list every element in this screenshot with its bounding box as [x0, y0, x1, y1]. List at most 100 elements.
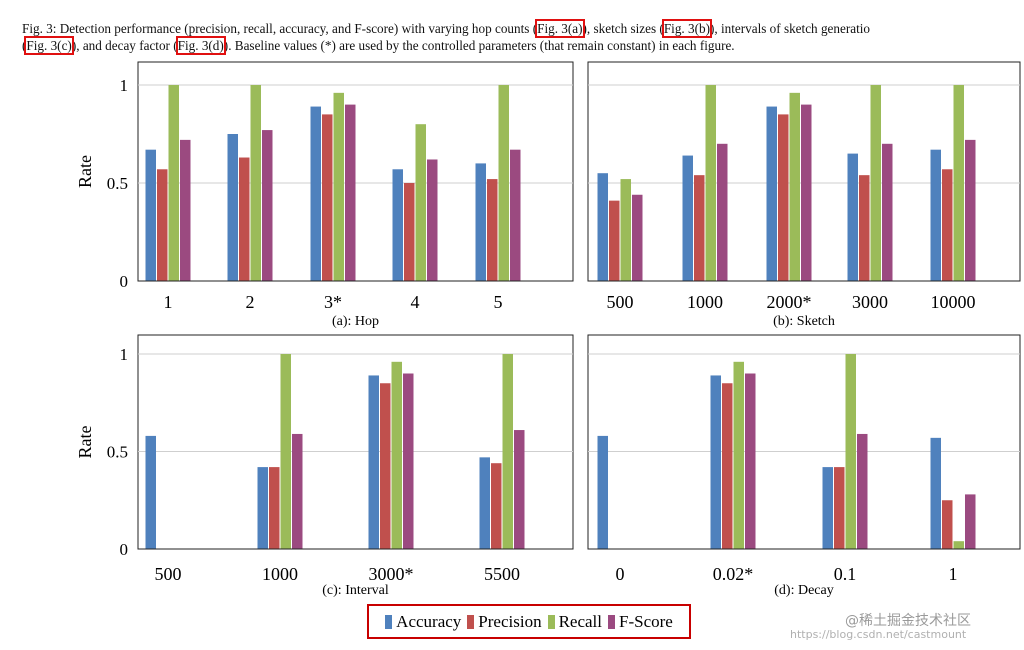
- x-tick-label: 1: [949, 564, 958, 584]
- bar-fscore: [262, 130, 273, 281]
- bar-precision: [491, 463, 502, 549]
- x-tick-label: 1000: [262, 564, 298, 584]
- y-tick-label: 0.5: [107, 443, 128, 462]
- bar-fscore: [510, 149, 521, 281]
- bar-fscore: [882, 143, 893, 281]
- bar-precision: [778, 114, 789, 282]
- bar-fscore: [745, 373, 756, 549]
- caption-text: ), sketch sizes (: [582, 21, 664, 36]
- legend-swatch: [385, 614, 393, 629]
- figure-ref-3c[interactable]: Fig. 3(c): [24, 36, 74, 55]
- x-tick-label: 0: [616, 564, 625, 584]
- bar-recall: [502, 354, 513, 549]
- x-tick-label: 3000: [852, 292, 888, 312]
- bar-accuracy: [822, 467, 833, 549]
- bar-fscore: [632, 194, 643, 281]
- bar-accuracy: [766, 106, 777, 281]
- subplot-title: (d): Decay: [774, 583, 833, 598]
- bar-precision: [157, 169, 168, 281]
- bar-accuracy: [145, 149, 156, 281]
- bar-accuracy: [930, 437, 941, 549]
- bar-accuracy: [847, 153, 858, 281]
- legend-label: Recall: [558, 611, 602, 631]
- bar-accuracy: [368, 375, 379, 549]
- y-axis-label: Rate: [75, 155, 95, 188]
- bar-fscore: [965, 494, 976, 549]
- bar-recall: [733, 361, 744, 549]
- bar-accuracy: [145, 435, 156, 549]
- bar-precision: [834, 467, 845, 549]
- figure-ref-3d[interactable]: Fig. 3(d): [175, 36, 226, 55]
- bar-recall: [415, 124, 426, 281]
- bar-precision: [942, 500, 953, 549]
- bar-accuracy: [597, 435, 608, 549]
- bar-precision: [609, 200, 620, 281]
- caption-text: (: [22, 38, 27, 53]
- bar-accuracy: [392, 169, 403, 281]
- bar-recall: [870, 85, 881, 281]
- bar-fscore: [292, 433, 303, 549]
- x-tick-label: 5: [494, 292, 503, 312]
- bar-fscore: [965, 139, 976, 281]
- bar-precision: [269, 467, 280, 549]
- x-tick-label: 3*: [324, 292, 342, 312]
- bar-recall: [953, 541, 964, 549]
- bar-accuracy: [479, 457, 490, 549]
- x-tick-label: 2: [246, 292, 255, 312]
- caption-text: ). Baseline values (*) are used by the c…: [223, 38, 735, 53]
- bar-fscore: [857, 433, 868, 549]
- figure-caption: Fig. 3: Detection performance (precision…: [22, 19, 1024, 55]
- bar-accuracy: [597, 173, 608, 281]
- bar-recall: [953, 85, 964, 281]
- y-tick-label: 0.5: [107, 174, 128, 193]
- bar-fscore: [717, 143, 728, 281]
- subplot-title: (c): Interval: [322, 583, 389, 598]
- bar-recall: [789, 92, 800, 281]
- bar-accuracy: [475, 163, 486, 281]
- bar-recall: [845, 354, 856, 549]
- bar-recall: [620, 179, 631, 281]
- caption-text: ), and decay factor (: [71, 38, 178, 53]
- bar-precision: [722, 383, 733, 549]
- y-axis-label: Rate: [75, 426, 95, 459]
- y-tick-label: 1: [120, 345, 129, 364]
- caption-text: ), intervals of sketch generatio: [709, 21, 871, 36]
- bar-recall: [498, 85, 509, 281]
- chart-legend: Accuracy Precision Recall F-Score: [367, 604, 691, 639]
- legend-label: F-Score: [619, 611, 673, 631]
- bar-precision: [942, 169, 953, 281]
- bar-fscore: [427, 159, 438, 281]
- x-tick-label: 500: [155, 564, 182, 584]
- subplot-title: (b): Sketch: [773, 314, 835, 329]
- bar-recall: [391, 361, 402, 549]
- subplot-title: (a): Hop: [332, 314, 379, 329]
- x-tick-label: 0.02*: [713, 564, 754, 584]
- x-tick-label: 4: [411, 292, 420, 312]
- figure-ref-3b[interactable]: Fig. 3(b): [661, 19, 712, 38]
- bar-accuracy: [227, 134, 238, 281]
- bar-precision: [322, 114, 333, 282]
- x-tick-label: 500: [607, 292, 634, 312]
- bar-precision: [487, 179, 498, 281]
- bar-recall: [250, 85, 261, 281]
- bar-fscore: [180, 139, 191, 281]
- figure-ref-3a[interactable]: Fig. 3(a): [535, 19, 585, 38]
- bar-accuracy: [930, 149, 941, 281]
- bar-recall: [168, 85, 179, 281]
- bar-fscore: [801, 104, 812, 281]
- x-tick-label: 1: [164, 292, 173, 312]
- legend-swatch: [608, 614, 615, 629]
- bar-accuracy: [257, 467, 268, 549]
- legend-item-recall: Recall: [547, 611, 602, 632]
- legend-swatch: [467, 614, 475, 629]
- bar-precision: [380, 383, 391, 549]
- bar-recall: [280, 354, 291, 549]
- y-tick-label: 0: [120, 272, 129, 291]
- bar-accuracy: [682, 155, 693, 281]
- bar-accuracy: [310, 106, 321, 281]
- y-tick-label: 0: [120, 540, 129, 559]
- legend-item-fscore: F-Score: [608, 612, 673, 632]
- bar-fscore: [514, 430, 525, 549]
- caption-text: Fig. 3: Detection performance (precision…: [22, 21, 538, 36]
